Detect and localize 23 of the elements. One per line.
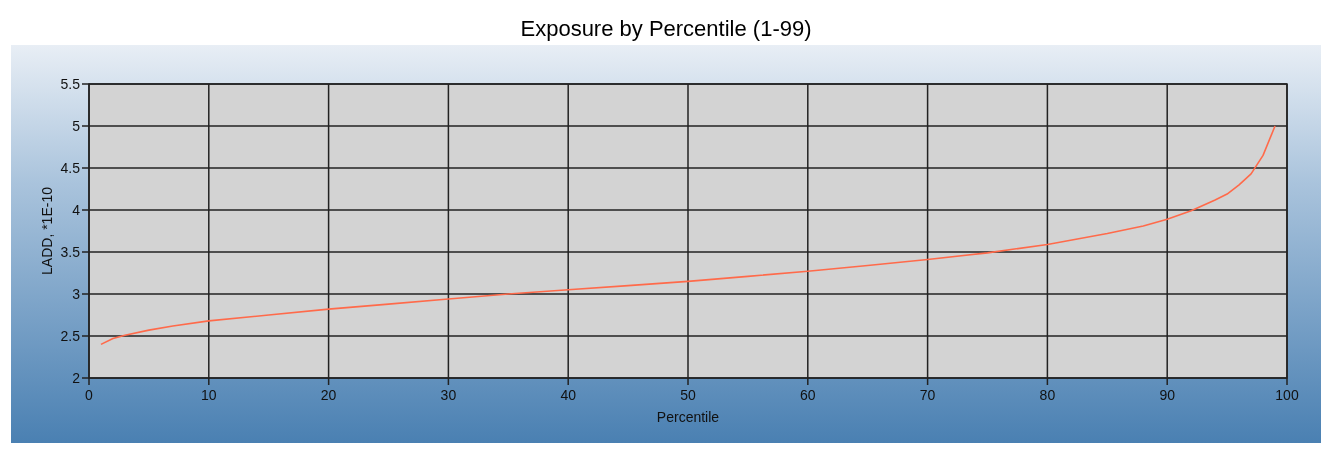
chart-title: Exposure by Percentile (1-99) [520,16,812,41]
x-tick-label: 70 [919,387,936,403]
y-tick-label: 5.5 [60,75,81,92]
x-tick-label: 20 [320,387,337,403]
x-tick-label: 80 [1039,387,1056,403]
y-tick-label: 3 [72,285,81,302]
y-axis-title: LADD, *1E-10 [39,186,55,275]
y-tick-label: 5 [72,117,81,134]
x-tick-label: 40 [560,387,577,403]
y-tick-label: 4 [72,201,81,218]
y-tick-label: 3.5 [60,243,81,260]
line-series [100,125,1276,346]
x-tick-label: 10 [201,387,217,403]
x-tick-label: 90 [1159,387,1176,403]
y-tick-label: 2 [72,369,81,386]
x-tick-label: 60 [800,387,816,403]
x-axis-title: Percentile [656,409,720,425]
x-tick-label: 0 [85,387,94,403]
x-tick-label: 30 [440,387,457,403]
y-tick-label: 4.5 [60,159,81,176]
y-tick-label: 2.5 [60,327,81,344]
x-tick-label: 100 [1275,387,1299,403]
x-tick-label: 50 [680,387,696,403]
